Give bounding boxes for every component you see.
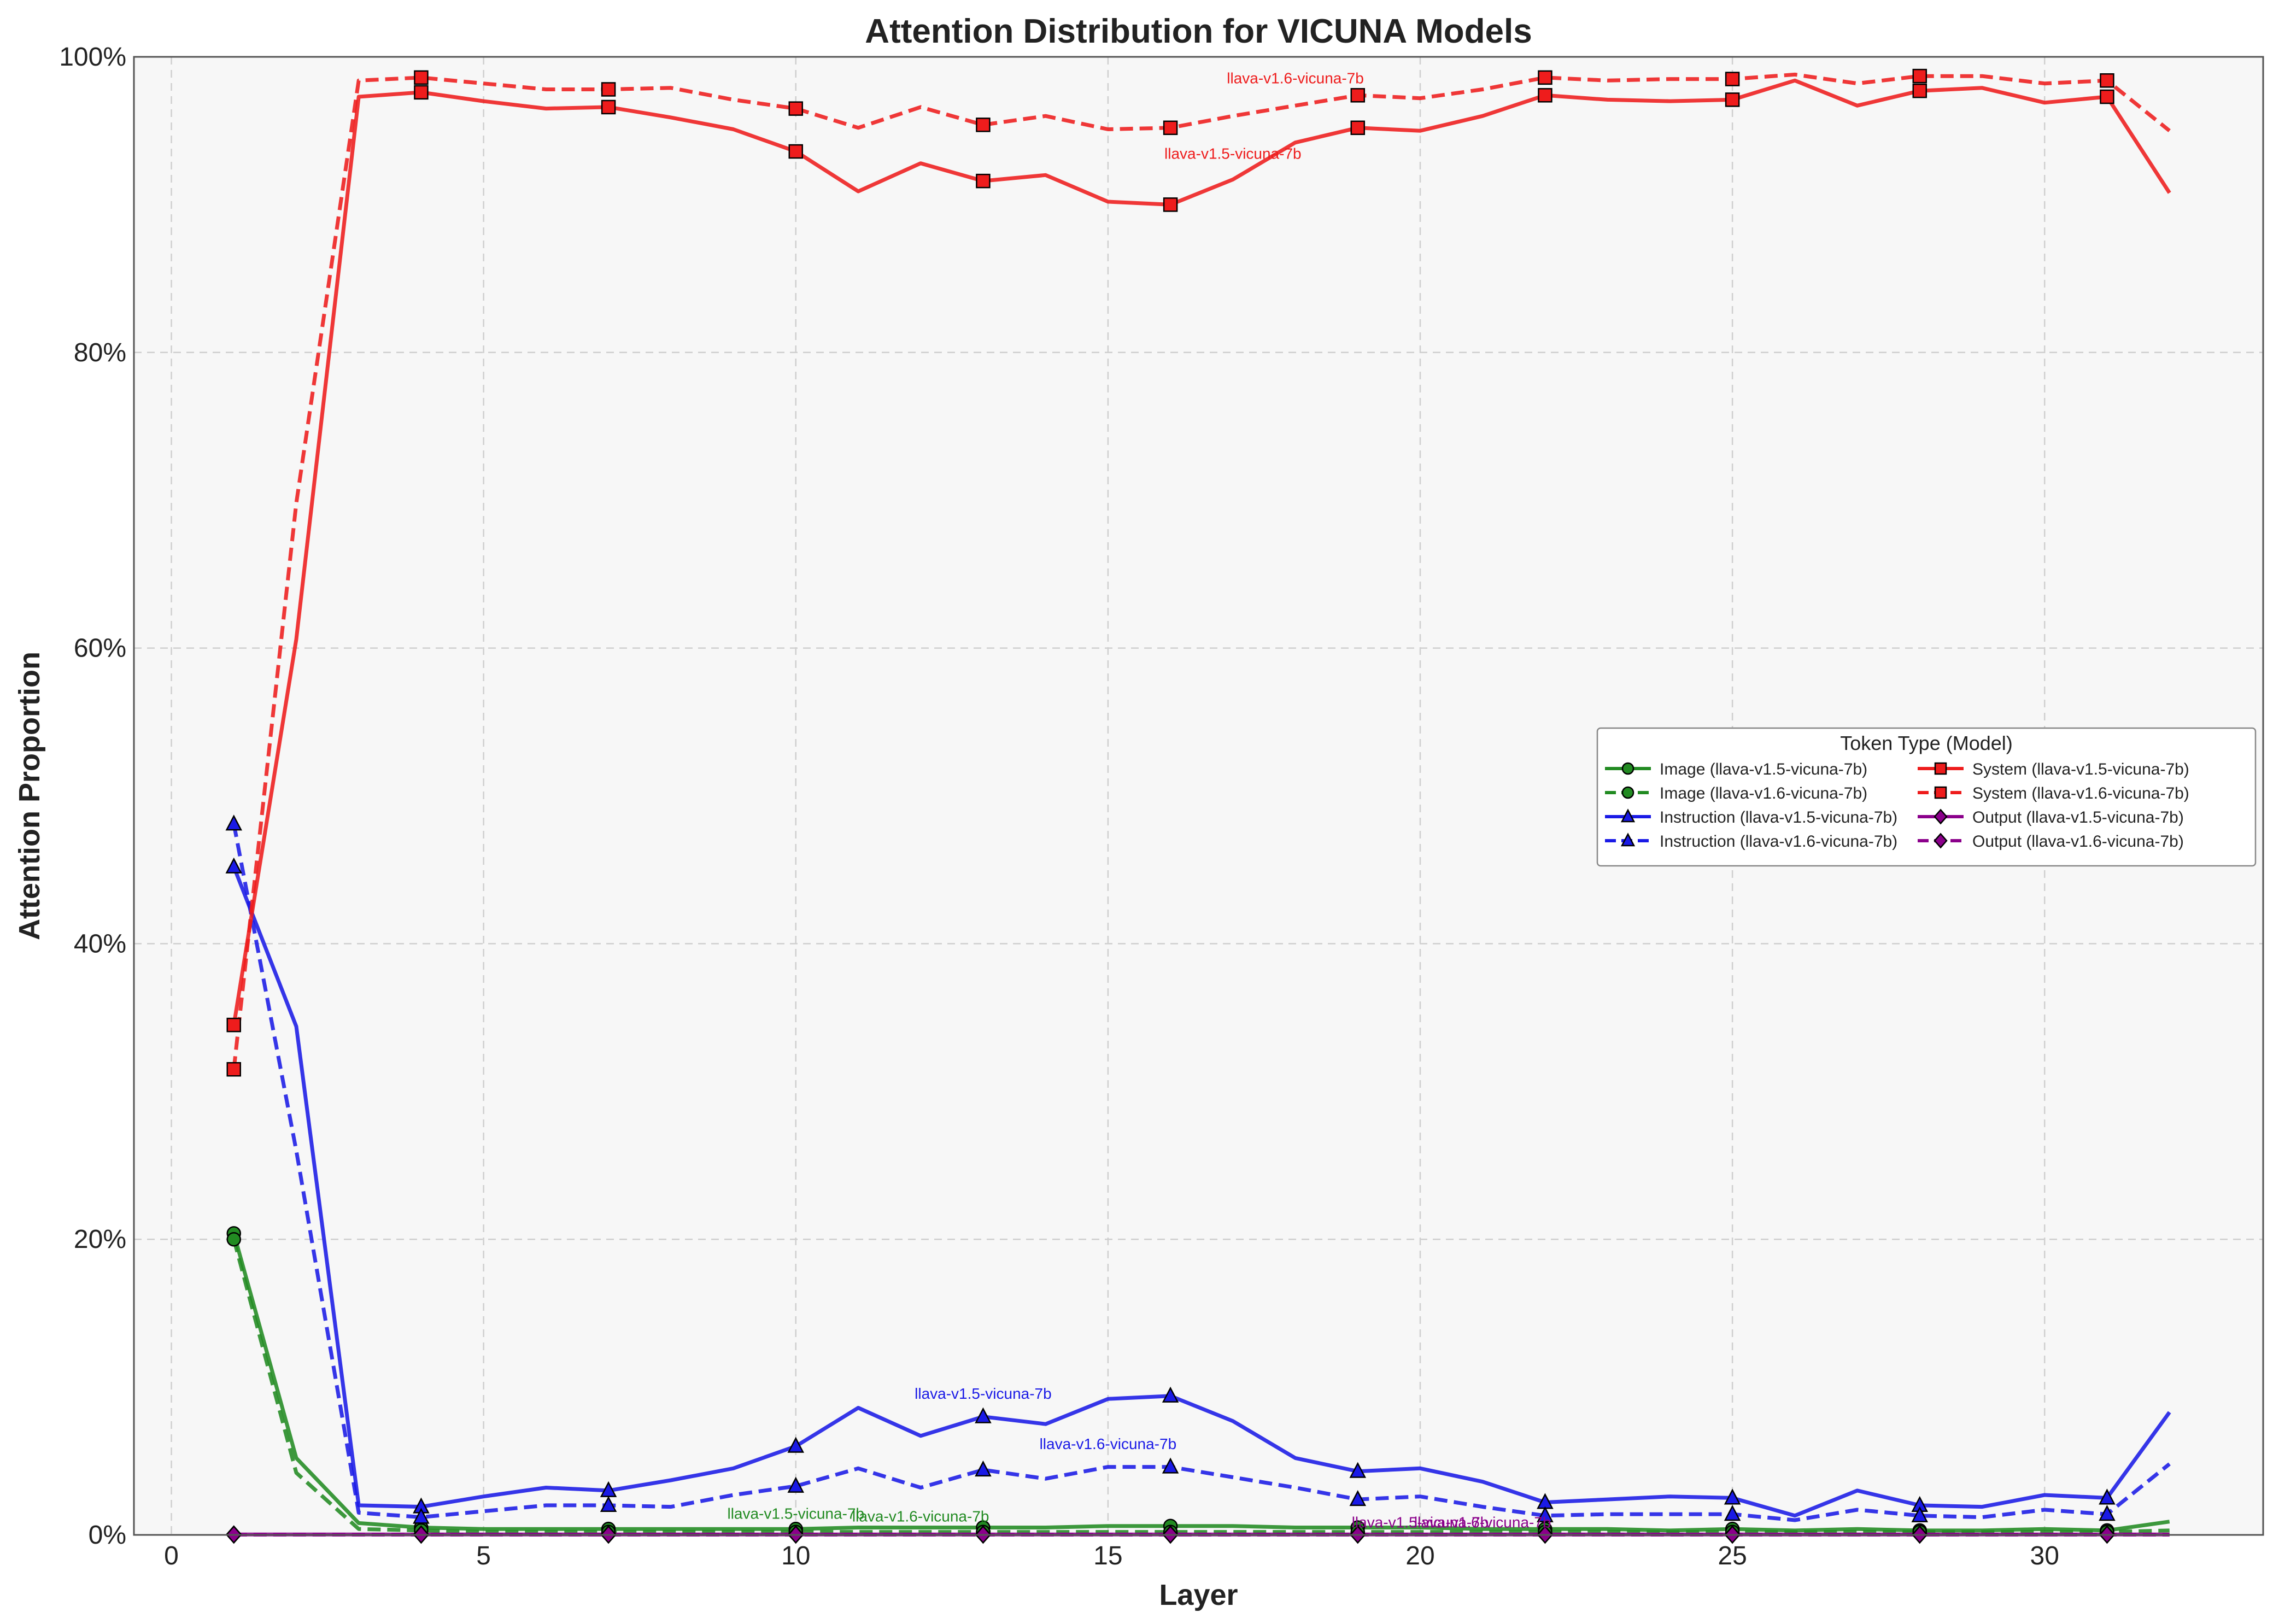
data-point-series-4	[1912, 83, 1928, 98]
annotation-label: llava-v1.5-vicuna-7b	[1352, 1514, 1489, 1531]
annotation-label: llava-v1.5-vicuna-7b	[727, 1505, 864, 1522]
data-point-series-3	[1349, 1490, 1367, 1506]
legend-label-2: Instruction (llava-v1.5-vicuna-7b)	[1660, 808, 1897, 826]
y-tick-label: 40%	[74, 929, 126, 958]
data-point-series-5	[788, 101, 804, 116]
data-point-series-2	[2099, 1488, 2116, 1505]
legend-label-1: Image (llava-v1.6-vicuna-7b)	[1660, 784, 1867, 802]
annotation-label: llava-v1.6-vicuna-7b	[1040, 1435, 1177, 1452]
series-line-4	[232, 78, 2171, 1025]
annotation-label: llava-v1.6-vicuna-7b	[1414, 1514, 1551, 1531]
x-axis-title: Layer	[1159, 1579, 1238, 1611]
data-point-series-1	[226, 1232, 242, 1247]
annotation-label: llava-v1.5-vicuna-7b	[1164, 145, 1302, 162]
legend-marker-1	[1621, 786, 1634, 799]
chart-title: Attention Distribution for VICUNA Models	[865, 13, 1532, 50]
data-point-series-4	[414, 85, 429, 100]
data-point-series-2	[1724, 1488, 1741, 1505]
data-point-series-5	[976, 118, 991, 132]
data-point-series-4	[601, 99, 616, 115]
data-point-series-4	[976, 173, 991, 189]
y-tick-label: 80%	[74, 338, 126, 367]
data-point-series-3	[1724, 1505, 1741, 1521]
legend-label-4: System (llava-v1.5-vicuna-7b)	[1972, 760, 2189, 778]
data-point-series-2	[1349, 1462, 1367, 1478]
x-tick-label: 10	[781, 1541, 810, 1570]
x-axis-ticks: 0 5 10 15 20 25 30	[164, 1541, 2059, 1570]
legend: Token Type (Model) Image (llava-v1.5-vicu…	[1596, 727, 2257, 867]
data-point-series-5	[1538, 70, 1552, 85]
legend-label-3: Instruction (llava-v1.6-vicuna-7b)	[1660, 832, 1897, 851]
data-point-series-2	[975, 1407, 992, 1423]
legend-marker-5	[1934, 786, 1947, 799]
data-point-series-3	[413, 1508, 430, 1524]
legend-box	[1596, 727, 2257, 867]
legend-marker-4	[1934, 762, 1947, 775]
data-point-series-5	[1163, 120, 1178, 136]
y-axis-title: Attention Proportion	[13, 652, 46, 940]
legend-label-5: System (llava-v1.6-vicuna-7b)	[1972, 784, 2189, 802]
data-point-series-5	[414, 70, 429, 85]
data-point-series-5	[1725, 72, 1740, 86]
data-point-series-5	[1350, 88, 1366, 103]
legend-marker-6	[1934, 808, 1948, 825]
legend-label-0: Image (llava-v1.5-vicuna-7b)	[1660, 760, 1867, 778]
data-point-series-4	[1538, 88, 1552, 103]
data-point-series-4	[226, 1017, 242, 1033]
data-point-series-5	[601, 82, 616, 97]
legend-marker-0	[1621, 762, 1634, 775]
series-line-0	[232, 1233, 2170, 1533]
data-point-series-4	[788, 144, 804, 159]
legend-marker-7	[1934, 832, 1948, 849]
data-point-series-3	[787, 1476, 805, 1493]
plot-frame	[133, 56, 2264, 1536]
data-point-series-2	[225, 857, 243, 873]
legend-label-6: Output (llava-v1.5-vicuna-7b)	[1972, 808, 2184, 826]
data-point-series-5	[226, 1062, 242, 1077]
x-tick-label: 5	[476, 1541, 491, 1570]
series-line-3	[232, 823, 2171, 1522]
data-point-series-4	[2100, 89, 2114, 104]
annotation-label: llava-v1.6-vicuna-7b	[1227, 70, 1364, 87]
y-tick-label: 100%	[59, 43, 126, 72]
annotation-label: llava-v1.5-vicuna-7b	[915, 1385, 1052, 1402]
data-point-series-3	[600, 1496, 617, 1512]
x-tick-label: 20	[1405, 1541, 1434, 1570]
x-tick-label: 25	[1718, 1541, 1747, 1570]
annotation-label: llava-v1.6-vicuna-7b	[852, 1508, 989, 1525]
data-point-series-5	[2100, 73, 2114, 88]
data-point-series-4	[1725, 92, 1740, 107]
data-point-series-3	[2099, 1505, 2116, 1521]
data-point-series-3	[975, 1460, 992, 1477]
legend-title: Token Type (Model)	[1840, 732, 2013, 754]
series-line-1	[232, 1239, 2170, 1534]
data-point-series-3	[1162, 1457, 1179, 1474]
y-tick-label: 20%	[74, 1225, 126, 1254]
annotations: llava-v1.6-vicuna-7bllava-v1.5-vicuna-7b…	[727, 70, 1551, 1531]
y-tick-label: 60%	[74, 634, 126, 663]
y-axis-ticks: 0% 20% 40% 60% 80% 100%	[59, 43, 126, 1550]
x-tick-label: 0	[164, 1541, 179, 1570]
data-point-series-2	[1162, 1386, 1179, 1403]
legend-label-7: Output (llava-v1.6-vicuna-7b)	[1972, 832, 2184, 851]
data-point-series-4	[1350, 120, 1366, 136]
data-point-series-3	[1911, 1506, 1929, 1522]
x-tick-label: 30	[2030, 1541, 2059, 1570]
data-point-series-3	[1537, 1506, 1554, 1522]
data-point-series-4	[1163, 197, 1178, 212]
series-line-5	[232, 72, 2171, 1070]
y-tick-label: 0%	[89, 1521, 126, 1550]
data-point-series-5	[1912, 68, 1928, 84]
legend-marker-3	[1620, 832, 1636, 847]
series-line-2	[232, 866, 2171, 1518]
legend-marker-2	[1620, 808, 1636, 823]
x-tick-label: 15	[1093, 1541, 1122, 1570]
data-point-series-2	[787, 1437, 805, 1453]
data-point-series-3	[225, 814, 243, 831]
